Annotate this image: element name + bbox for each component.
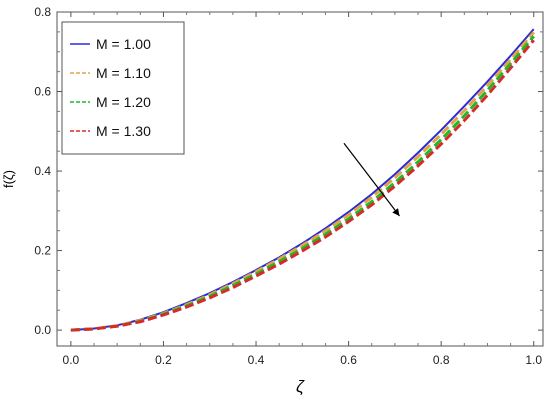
x-tick-label: 0.0 — [63, 353, 80, 367]
series-layer — [70, 28, 535, 332]
x-tick-label: 0.4 — [248, 353, 265, 367]
x-tick-label: 1.0 — [525, 353, 542, 367]
legend-label-2: M = 1.10 — [96, 65, 151, 81]
y-tick-label: 0.6 — [34, 85, 51, 99]
legend: M = 1.00 M = 1.10 M = 1.20 M = 1.30 — [61, 21, 185, 155]
series-line-4 — [70, 39, 535, 332]
y-tick-label: 0.8 — [34, 5, 51, 19]
y-axis-label: f(ζ) — [1, 170, 16, 188]
legend-label-3: M = 1.20 — [96, 94, 151, 110]
legend-label-1: M = 1.00 — [96, 36, 151, 52]
annotation-layer — [343, 142, 400, 217]
x-tick-label: 0.6 — [340, 353, 357, 367]
y-tick-label: 0.0 — [34, 323, 51, 337]
plot-frame — [56, 11, 544, 347]
y-tick-label: 0.4 — [34, 164, 51, 178]
x-tick-label: 0.2 — [155, 353, 172, 367]
axis-ticks: 0.0 0.2 0.4 0.6 0.8 1.0 0.0 0.2 0.4 0.6 0.8 — [34, 5, 543, 367]
y-tick-label: 0.2 — [34, 244, 51, 258]
trend-arrow — [343, 142, 400, 217]
x-tick-label: 0.8 — [433, 353, 450, 367]
legend-label-4: M = 1.30 — [96, 123, 151, 139]
x-axis-label: ζ — [296, 377, 305, 396]
